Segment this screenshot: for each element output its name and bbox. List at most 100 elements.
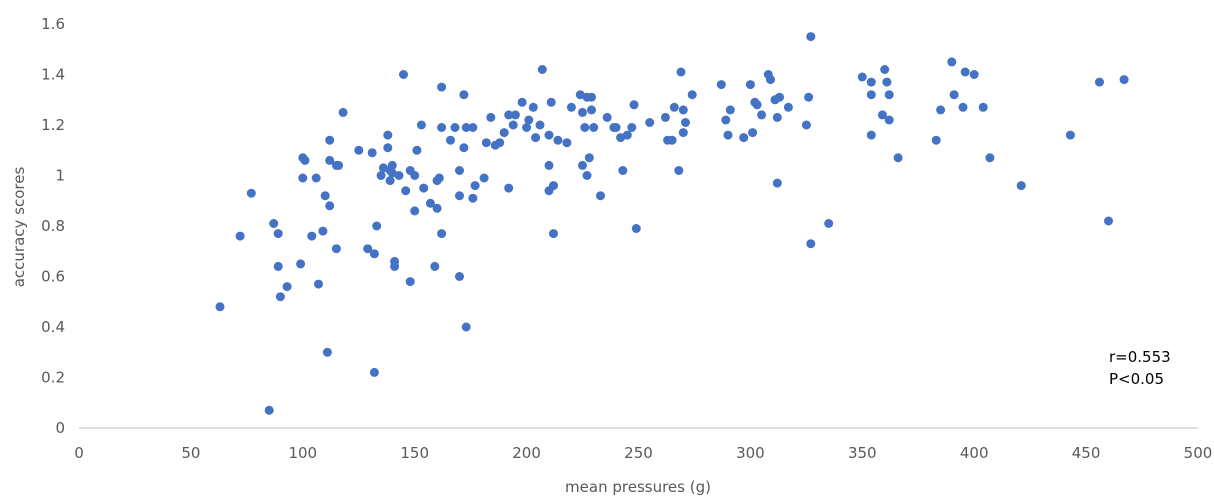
data-point [931, 135, 941, 145]
data-point [325, 135, 335, 145]
data-point [419, 183, 429, 193]
data-point [298, 173, 308, 183]
data-point [723, 130, 733, 140]
data-point [437, 123, 447, 132]
data-point [660, 112, 670, 122]
data-point [412, 145, 422, 155]
y-tick-label: 1 [55, 167, 65, 185]
data-point [866, 77, 876, 87]
data-point [432, 203, 442, 213]
data-point [578, 160, 587, 170]
x-tick-label: 50 [181, 444, 200, 462]
data-point [528, 102, 538, 112]
data-point [866, 130, 876, 140]
y-tick-label: 0 [55, 419, 65, 437]
data-point [275, 292, 285, 302]
data-point [775, 92, 784, 102]
y-tick-label: 0.2 [41, 369, 65, 387]
data-point [936, 105, 946, 115]
data-point [804, 92, 814, 102]
data-point [311, 173, 321, 183]
data-point [459, 143, 469, 153]
data-point [877, 110, 887, 120]
data-point [300, 155, 310, 165]
data-point [824, 219, 834, 228]
data-point [410, 206, 420, 216]
data-point [369, 367, 379, 377]
data-point [282, 282, 292, 292]
data-point [806, 239, 816, 249]
x-tick-label: 100 [288, 444, 317, 462]
data-point [631, 224, 641, 233]
data-point [437, 229, 447, 239]
data-point [766, 75, 775, 85]
data-point [884, 115, 894, 125]
data-point [394, 171, 404, 180]
data-point [446, 135, 455, 145]
data-point [307, 231, 317, 241]
data-point [385, 176, 395, 186]
x-tick-label: 0 [74, 444, 84, 462]
data-point [985, 153, 995, 163]
data-point [331, 244, 341, 254]
data-point [589, 123, 599, 132]
data-point [801, 120, 811, 130]
data-point [390, 261, 400, 271]
x-tick-label: 300 [736, 444, 765, 462]
data-point [783, 102, 793, 112]
data-point [772, 178, 782, 188]
data-point [1104, 216, 1113, 226]
data-point [269, 219, 279, 228]
data-point [725, 105, 735, 115]
data-point [578, 107, 587, 117]
data-point [978, 102, 988, 112]
data-point [969, 70, 979, 79]
data-point [549, 229, 558, 239]
data-point [383, 143, 393, 153]
data-point [273, 261, 283, 271]
data-point [468, 193, 478, 203]
data-point [1095, 77, 1104, 87]
data-point [1065, 130, 1075, 140]
data-point [949, 90, 959, 100]
data-point [721, 115, 731, 125]
data-point [745, 80, 755, 90]
data-point [678, 128, 688, 138]
data-point [535, 120, 545, 130]
data-point [584, 153, 594, 163]
data-point [546, 97, 556, 107]
data-point [461, 123, 471, 132]
data-point [495, 138, 505, 148]
data-point [947, 57, 957, 67]
data-point [325, 201, 335, 211]
y-tick-label: 1.4 [41, 66, 65, 84]
data-point [334, 160, 344, 170]
data-point [687, 90, 697, 100]
data-point [322, 347, 332, 357]
y-tick-label: 1.2 [41, 116, 65, 134]
data-point [553, 135, 563, 145]
data-point [566, 102, 576, 112]
data-point [314, 279, 323, 289]
data-point [318, 226, 328, 236]
data-point [399, 70, 408, 79]
data-point [645, 118, 655, 127]
data-point [958, 102, 968, 112]
data-point [1119, 75, 1129, 85]
data-point [437, 82, 447, 92]
data-point [857, 72, 867, 82]
data-point [627, 123, 637, 132]
data-point [416, 120, 426, 130]
data-point [499, 128, 509, 138]
data-point [882, 77, 892, 87]
data-point [383, 130, 393, 140]
data-point [772, 112, 782, 122]
data-point [486, 112, 496, 122]
data-point [960, 67, 970, 77]
data-point [531, 133, 541, 143]
data-point [470, 181, 480, 191]
data-point [455, 272, 464, 281]
data-point [667, 135, 677, 145]
data-point [235, 231, 245, 241]
